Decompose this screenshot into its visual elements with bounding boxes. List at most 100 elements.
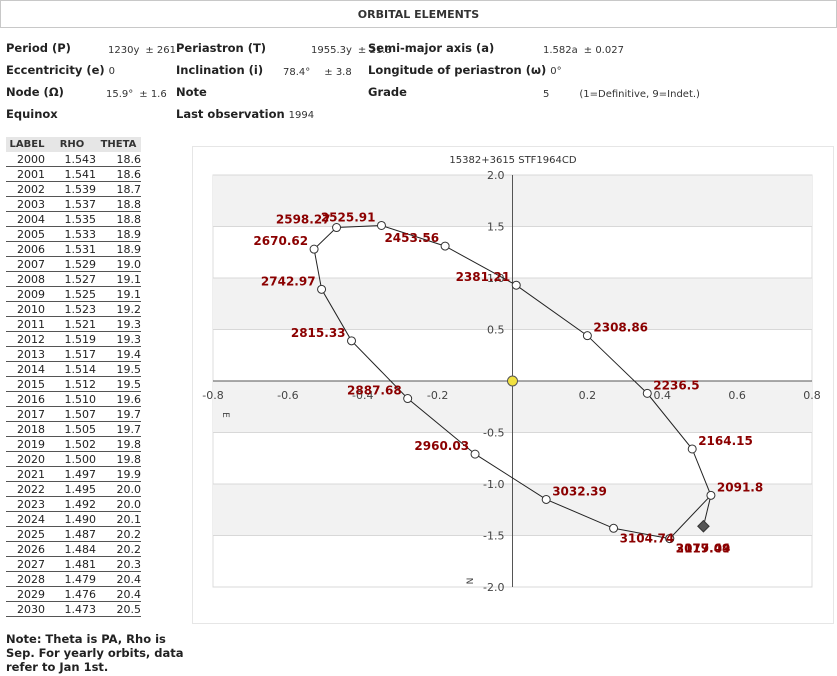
inclination-value-group: 78.4° ± 3.8 — [279, 65, 352, 78]
y-tick-label: 1.0 — [487, 272, 505, 285]
orbit-point-label: 3104.74 — [620, 531, 675, 545]
table-cell-theta: 19.6 — [96, 391, 141, 407]
x-tick-label: 0.4 — [654, 389, 672, 402]
table-row: 2015 1.512 19.5 — [6, 376, 141, 392]
y-tick-label: -0.5 — [483, 427, 504, 440]
table-cell-theta: 20.3 — [96, 556, 141, 572]
y-axis-label: N — [464, 578, 474, 585]
table-cell-label: 2026 — [6, 541, 48, 557]
inclination-field: Inclination (i) — [176, 63, 263, 77]
table-row: 2011 1.521 19.3 — [6, 316, 141, 332]
table-row: 2007 1.529 19.0 — [6, 256, 141, 272]
ephemeris-table: LABEL RHO THETA 2000 1.543 18.6 2001 1.541 18… — [6, 137, 141, 617]
orbit-point — [582, 331, 592, 341]
orbit-point-label: 2887.68 — [347, 384, 402, 398]
table-cell-rho: 1.529 — [48, 256, 96, 272]
table-cell-label: 2013 — [6, 346, 48, 362]
table-cell-label: 2014 — [6, 361, 48, 377]
table-cell-label: 2002 — [6, 181, 48, 197]
x-tick-label: 0.2 — [579, 389, 597, 402]
table-cell-theta: 20.1 — [96, 511, 141, 527]
orbit-point — [609, 523, 619, 533]
orbit-point-label: 2960.03 — [414, 439, 469, 453]
table-cell-rho: 1.531 — [48, 241, 96, 257]
table-cell-theta: 19.0 — [96, 256, 141, 272]
table-cell-label: 2008 — [6, 271, 48, 287]
orbit-point-label: 2525.91 — [321, 210, 376, 224]
orbit-point — [332, 223, 342, 233]
period-error: ± 261 — [145, 45, 177, 56]
table-row: 2012 1.519 19.3 — [6, 331, 141, 347]
table-body: 2000 1.543 18.6 2001 1.541 18.6 2002 1.539 18.7 2… — [6, 152, 141, 617]
table-row: 2016 1.510 19.6 — [6, 391, 141, 407]
orbit-point-label: 2742.97 — [261, 274, 316, 288]
table-cell-label: 2027 — [6, 556, 48, 572]
table-cell-rho: 1.525 — [48, 286, 96, 302]
table-cell-theta: 20.2 — [96, 541, 141, 557]
orbit-point — [347, 336, 357, 346]
x-tick-label: -0.2 — [427, 389, 448, 402]
semimajor-value: 1.582a — [543, 45, 578, 56]
table-row: 2018 1.505 19.7 — [6, 421, 141, 437]
table-cell-rho: 1.523 — [48, 301, 96, 317]
orbit-point-label: 2453.56 — [384, 231, 439, 245]
node-field: Node (Ω) — [6, 85, 64, 99]
orbit-point — [309, 244, 319, 254]
x-tick-label: 0.8 — [803, 389, 821, 402]
grade-value: 5 — [543, 89, 550, 100]
node-label: Node (Ω) — [6, 85, 64, 99]
orbit-point-label: 2598.27 — [276, 213, 331, 227]
table-cell-theta: 20.5 — [96, 601, 141, 617]
table-cell-label: 2024 — [6, 511, 48, 527]
table-cell-label: 2015 — [6, 376, 48, 392]
table-row: 2009 1.525 19.1 — [6, 286, 141, 302]
table-cell-label: 2021 — [6, 466, 48, 482]
table-cell-rho: 1.497 — [48, 466, 96, 482]
table-row: 2001 1.541 18.6 — [6, 166, 141, 182]
table-cell-label: 2025 — [6, 526, 48, 542]
periastron-field: Periastron (T) — [176, 41, 266, 55]
equinox-label: Equinox — [6, 107, 58, 121]
note-label: Note — [176, 85, 207, 99]
table-row: 2029 1.476 20.4 — [6, 586, 141, 602]
table-cell-theta: 19.9 — [96, 466, 141, 482]
last-observation-label: Last observation — [176, 107, 285, 121]
longitude-label: Longitude of periastron (ω) — [368, 63, 547, 77]
table-cell-label: 2018 — [6, 421, 48, 437]
table-cell-label: 2000 — [6, 152, 48, 167]
node-value: 15.9° — [106, 89, 134, 100]
table-row: 2014 1.514 19.5 — [6, 361, 141, 377]
y-tick-label: 0.5 — [487, 324, 505, 337]
semimajor-value-group: 1.582a ± 0.027 — [539, 43, 624, 56]
table-cell-theta: 19.7 — [96, 421, 141, 437]
orbit-point — [511, 280, 521, 290]
table-cell-label: 2019 — [6, 436, 48, 452]
table-cell-label: 2003 — [6, 196, 48, 212]
orbital-elements-title: ORBITAL ELEMENTS — [0, 0, 837, 28]
table-cell-rho: 1.495 — [48, 481, 96, 497]
orbit-point-label: 2308.86 — [593, 321, 648, 335]
table-cell-theta: 19.8 — [96, 436, 141, 452]
table-row: 2026 1.484 20.2 — [6, 541, 141, 557]
orbit-point-label: 2091.8 — [717, 480, 763, 494]
primary-star — [507, 375, 518, 387]
table-cell-label: 2012 — [6, 331, 48, 347]
table-cell-rho: 1.473 — [48, 601, 96, 617]
orbit-point — [376, 220, 386, 230]
chart-title: 15382+3615 STF1964CD — [449, 155, 576, 166]
orbit-plot: 15382+3615 STF1964CD -0.8 -0.6 -0.4 -0.2 0.2… — [202, 155, 821, 594]
column-header-label: LABEL — [6, 137, 48, 152]
x-tick-label: 0.6 — [728, 389, 746, 402]
semimajor-field: Semi-major axis (a) — [368, 41, 494, 55]
inclination-value: 78.4° — [283, 67, 311, 78]
orbit-plot-panel: 15382+3615 STF1964CD -0.8 -0.6 -0.4 -0.2 0.2… — [192, 146, 834, 624]
table-cell-rho: 1.507 — [48, 406, 96, 422]
table-cell-theta: 20.2 — [96, 526, 141, 542]
table-row: 2004 1.535 18.8 — [6, 211, 141, 227]
table-cell-rho: 1.517 — [48, 346, 96, 362]
table-cell-theta: 19.4 — [96, 346, 141, 362]
orbit-point — [470, 449, 480, 459]
periastron-value-group: 1955.3y ± 21.3 — [307, 43, 392, 56]
table-row: 2000 1.543 18.6 — [6, 152, 141, 167]
table-cell-rho: 1.514 — [48, 361, 96, 377]
